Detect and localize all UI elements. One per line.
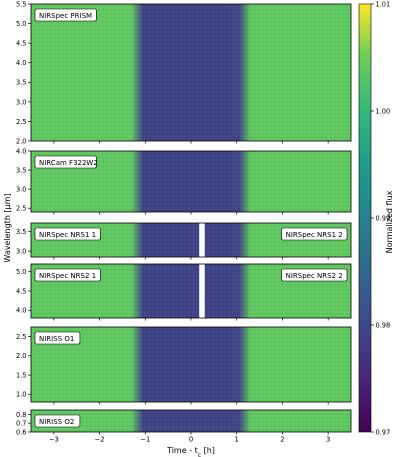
heatmap-noise-o2 bbox=[31, 410, 351, 432]
x-axis-label-subscript: c bbox=[198, 452, 201, 457]
x-tick-label-5: 2 bbox=[280, 436, 284, 444]
y-tick-label-prism-4: 4.0 bbox=[16, 59, 27, 67]
y-tick-label-prism-6: 5.0 bbox=[16, 20, 27, 28]
panel-label-box bbox=[34, 331, 81, 345]
y-tick-label-nrs2-1: 4.5 bbox=[16, 287, 27, 295]
y-tick-label-f322w2-3: 4.0 bbox=[16, 147, 27, 155]
y-tick-label-o1-1: 1.5 bbox=[16, 371, 27, 379]
colorbar-gradient bbox=[358, 3, 372, 433]
panel-label-box bbox=[281, 227, 348, 241]
heatmap-noise-o1 bbox=[31, 327, 351, 402]
panel-label-nrs2-2: NIRSpec NRS2 2 bbox=[281, 268, 348, 282]
panel-label-text: NIRISS O1 bbox=[39, 335, 74, 343]
y-tick-label-o1-0: 1.0 bbox=[16, 391, 27, 399]
x-tick-label-2: −1 bbox=[140, 436, 150, 444]
y-tick-label-f322w2-1: 3.0 bbox=[16, 186, 27, 194]
y-tick-label-prism-3: 3.5 bbox=[16, 79, 27, 87]
y-tick-label-f322w2-0: 2.5 bbox=[16, 205, 27, 213]
y-tick-label-nrs2-2: 5.0 bbox=[16, 268, 27, 276]
x-tick-label-6: 3 bbox=[326, 436, 330, 444]
colorbar-tick-label-3: 1.00 bbox=[376, 107, 391, 115]
x-tick-label-4: 1 bbox=[235, 436, 239, 444]
y-tick-label-nrs1-1: 3.5 bbox=[16, 228, 27, 236]
y-tick-label-prism-0: 2.0 bbox=[16, 137, 27, 145]
y-tick-label-f322w2-2: 3.5 bbox=[16, 166, 27, 174]
panel-label-o2-1: NIRISS O2 bbox=[34, 414, 81, 428]
x-tick-label-3: 0 bbox=[189, 436, 193, 444]
panel-f322w2: 2.5 3.0 3.5 4.0 NIRCam F322W2 bbox=[16, 147, 352, 215]
panel-o2: 0.60.70.8 NIRISS O2 bbox=[16, 409, 352, 436]
panel-label-nrs2-1: NIRSpec NRS2 1 bbox=[34, 268, 101, 282]
panel-prism: 2.0 2.5 3.0 3.5 4.0 4.5 5.0 5.5 NIRSpec PRISM bbox=[16, 0, 352, 145]
panel-label-box bbox=[281, 268, 348, 282]
panel-label-text: NIRSpec NRS2 1 bbox=[39, 272, 96, 280]
y-tick-label-o1-2: 2.0 bbox=[16, 352, 27, 360]
x-tick-label-1: −2 bbox=[95, 436, 105, 444]
colorbar-tick-label-0: 0.97 bbox=[376, 428, 391, 436]
y-tick-label-nrs2-0: 4.0 bbox=[16, 307, 27, 315]
panel-label-box bbox=[34, 227, 101, 241]
panel-label-box bbox=[34, 414, 81, 428]
panel-nrs2: 4.0 4.5 5.0 NIRSpec NRS2 1 NIRSpec NRS2 2 bbox=[16, 263, 352, 321]
detector-gap-nrs2 bbox=[199, 264, 205, 318]
panel-label-nrs1-2: NIRSpec NRS1 2 bbox=[281, 227, 348, 241]
panel-label-prism-1: NIRSpec PRISM bbox=[34, 8, 97, 22]
panel-label-f322w2-1: NIRCam F322W2 bbox=[34, 155, 98, 169]
panel-label-o1-1: NIRISS O1 bbox=[34, 331, 81, 345]
heatmap-noise-prism bbox=[31, 4, 351, 141]
panel-label-box bbox=[34, 268, 101, 282]
x-tick-label-0: −3 bbox=[49, 436, 59, 444]
y-tick-label-prism-1: 2.5 bbox=[16, 118, 27, 126]
colorbar-label: Normalized flux bbox=[385, 190, 394, 253]
colorbar-tick-label-2: 0.99 bbox=[376, 214, 391, 222]
panel-label-text: NIRISS O2 bbox=[39, 418, 74, 426]
x-axis: −3 −2 −1 0 1 2 3 bbox=[49, 436, 330, 444]
panel-o1: 1.0 1.5 2.0 2.5 NIRISS O1 bbox=[16, 326, 352, 405]
y-tick-label-prism-7: 5.5 bbox=[16, 0, 27, 8]
colorbar-tick-label-4: 1.01 bbox=[376, 0, 391, 8]
panel-label-nrs1-1: NIRSpec NRS1 1 bbox=[34, 227, 101, 241]
colorbar-tick-label-1: 0.98 bbox=[376, 321, 391, 329]
y-axis-label: Wavelength [μm] bbox=[3, 193, 12, 262]
panel-label-text: NIRSpec NRS1 1 bbox=[39, 231, 96, 239]
panel-label-box bbox=[34, 8, 97, 22]
panel-nrs1: 3.0 3.5 NIRSpec NRS1 1 NIRSpec NRS1 2 bbox=[16, 222, 352, 260]
panels-layer: 2.0 2.5 3.0 3.5 4.0 4.5 5.0 5.5 NIRSpec PRISM 2.5… bbox=[16, 0, 352, 436]
colorbar: 0.97 0.98 0.99 1.00 1.01 bbox=[358, 0, 391, 436]
panel-label-text: NIRCam F322W2 bbox=[39, 159, 98, 167]
y-tick-label-prism-5: 4.5 bbox=[16, 40, 27, 48]
panel-label-text: NIRSpec PRISM bbox=[39, 12, 92, 20]
y-tick-label-nrs1-0: 3.0 bbox=[16, 248, 27, 256]
panel-label-text: NIRSpec NRS1 2 bbox=[286, 231, 343, 239]
y-tick-label-o2-1: 0.7 bbox=[16, 420, 27, 428]
y-tick-label-o2-2: 0.8 bbox=[16, 411, 27, 419]
panel-label-text: NIRSpec NRS2 2 bbox=[286, 272, 343, 280]
y-tick-label-o2-0: 0.6 bbox=[16, 428, 27, 436]
detector-gap-nrs1 bbox=[199, 223, 205, 257]
y-tick-label-prism-2: 3.0 bbox=[16, 98, 27, 106]
x-axis-label-main: Time - t bbox=[166, 446, 198, 455]
x-axis-label: Time - tc [h] bbox=[166, 446, 215, 457]
panel-label-box bbox=[34, 155, 97, 169]
y-tick-label-o1-3: 2.5 bbox=[16, 333, 27, 341]
x-axis-label-unit: [h] bbox=[201, 446, 215, 455]
